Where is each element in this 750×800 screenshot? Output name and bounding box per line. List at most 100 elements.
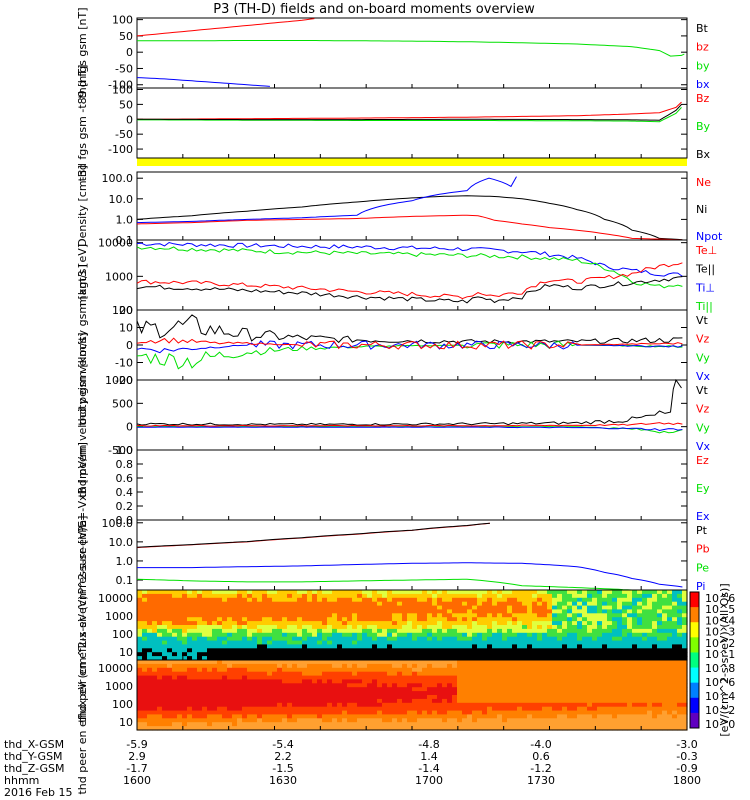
heatmap-cell bbox=[627, 648, 633, 653]
heatmap-cell bbox=[242, 726, 248, 731]
heatmap-cell bbox=[347, 698, 353, 704]
heatmap-cell bbox=[292, 628, 298, 634]
colorbar-tick: 10^8 bbox=[705, 662, 735, 675]
heatmap-cell bbox=[302, 656, 308, 661]
heatmap-cell bbox=[477, 593, 483, 599]
heatmap-cell bbox=[317, 625, 323, 630]
heatmap-cell bbox=[497, 632, 503, 638]
heatmap-cell bbox=[532, 593, 538, 599]
heatmap-cell bbox=[412, 632, 418, 638]
heatmap-cell bbox=[362, 695, 368, 700]
heatmap-cell bbox=[232, 671, 238, 677]
heatmap-cell bbox=[297, 710, 303, 716]
heatmap-cell bbox=[427, 683, 433, 688]
heatmap-cell bbox=[422, 617, 428, 622]
heatmap-cell bbox=[547, 601, 553, 607]
heatmap-cell bbox=[602, 695, 608, 700]
heatmap-cell bbox=[502, 691, 508, 696]
heatmap-cell bbox=[212, 726, 218, 731]
heatmap-cell bbox=[222, 648, 228, 653]
heatmap-cell bbox=[397, 609, 403, 614]
heatmap-cell bbox=[682, 621, 688, 626]
heatmap-cell bbox=[427, 601, 433, 607]
heatmap-cell bbox=[437, 663, 443, 669]
heatmap-cell bbox=[327, 714, 333, 719]
heatmap-cell bbox=[232, 726, 238, 731]
heatmap-cell bbox=[157, 590, 163, 595]
heatmap-cell bbox=[287, 590, 293, 595]
heatmap-cell bbox=[352, 609, 358, 614]
heatmap-cell bbox=[392, 663, 398, 669]
heatmap-cell bbox=[427, 597, 433, 603]
heatmap-cell bbox=[617, 656, 623, 661]
heatmap-cell bbox=[522, 706, 528, 712]
heatmap-cell bbox=[642, 702, 648, 708]
heatmap-cell bbox=[392, 601, 398, 607]
heatmap-cell bbox=[377, 722, 383, 727]
heatmap-cell bbox=[202, 714, 208, 719]
series-Vt bbox=[136, 378, 682, 426]
heatmap-cell bbox=[512, 656, 518, 661]
heatmap-cell bbox=[662, 663, 668, 669]
heatmap-cell bbox=[642, 698, 648, 704]
heatmap-cell bbox=[162, 722, 168, 727]
heatmap-cell bbox=[502, 644, 508, 649]
heatmap-cell bbox=[287, 722, 293, 727]
heatmap-cell bbox=[452, 710, 458, 716]
heatmap-cell bbox=[222, 671, 228, 677]
heatmap-cell bbox=[447, 667, 453, 673]
heatmap-cell bbox=[577, 597, 583, 603]
heatmap-cell bbox=[317, 675, 323, 681]
heatmap-cell bbox=[277, 710, 283, 716]
heatmap-cell bbox=[617, 722, 623, 727]
heatmap-cell bbox=[577, 667, 583, 673]
heatmap-cell bbox=[237, 625, 243, 630]
heatmap-cell bbox=[212, 636, 218, 642]
heatmap-cell bbox=[632, 660, 638, 665]
heatmap-cell bbox=[362, 656, 368, 661]
heatmap-cell bbox=[502, 702, 508, 708]
heatmap-cell bbox=[547, 675, 553, 681]
heatmap-cell bbox=[617, 714, 623, 719]
heatmap-cell bbox=[447, 605, 453, 611]
heatmap-cell bbox=[402, 675, 408, 681]
heatmap-cell bbox=[522, 648, 528, 653]
heatmap-cell bbox=[287, 702, 293, 708]
heatmap-cell bbox=[657, 702, 663, 708]
heatmap-cell bbox=[362, 652, 368, 657]
heatmap-cell bbox=[677, 640, 683, 646]
heatmap-cell bbox=[507, 695, 513, 700]
heatmap-cell bbox=[512, 625, 518, 630]
heatmap-cell bbox=[587, 593, 593, 599]
ytick-label: 100 bbox=[112, 83, 133, 96]
heatmap-cell bbox=[597, 632, 603, 638]
heatmap-cell bbox=[377, 695, 383, 700]
heatmap-cell bbox=[217, 710, 223, 716]
series-Pe bbox=[136, 578, 683, 591]
heatmap-cell bbox=[207, 663, 213, 669]
heatmap-cell bbox=[232, 613, 238, 618]
heatmap-cell bbox=[272, 644, 278, 649]
heatmap-cell bbox=[242, 648, 248, 653]
heatmap-cell bbox=[332, 644, 338, 649]
heatmap-cell bbox=[682, 601, 688, 607]
heatmap-cell bbox=[332, 695, 338, 700]
heatmap-cell bbox=[342, 718, 348, 723]
heatmap-cell bbox=[232, 590, 238, 595]
heatmap-cell bbox=[522, 695, 528, 700]
heatmap-cell bbox=[257, 593, 263, 599]
heatmap-cell bbox=[287, 636, 293, 642]
heatmap-cell bbox=[637, 597, 643, 603]
heatmap-cell bbox=[292, 683, 298, 688]
heatmap-cell bbox=[192, 644, 198, 649]
heatmap-cell bbox=[642, 714, 648, 719]
heatmap-cell bbox=[587, 609, 593, 614]
heatmap-cell bbox=[267, 710, 273, 716]
heatmap-cell bbox=[467, 640, 473, 646]
heatmap-cell bbox=[567, 644, 573, 649]
heatmap-cell bbox=[322, 605, 328, 611]
heatmap-cell bbox=[567, 625, 573, 630]
heatmap-cell bbox=[392, 636, 398, 642]
heatmap-cell bbox=[582, 652, 588, 657]
